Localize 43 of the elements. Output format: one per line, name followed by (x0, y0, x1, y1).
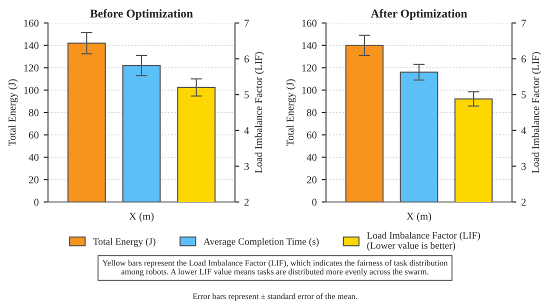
legend-label: Total Energy (J) (93, 238, 156, 247)
y-tick-label: 100 (302, 86, 317, 94)
y2-tick-label: 5 (244, 91, 249, 98)
y-tick-label: 160 (24, 20, 39, 27)
y-tick-label: 40 (306, 154, 317, 161)
legend-label: Load Imbalance Factor (LIF) (Lower value is better) (367, 232, 480, 251)
chart-title: Before Optimization (90, 9, 193, 20)
y-tick-label: 40 (28, 154, 39, 161)
y2-tick-label: 5 (522, 91, 526, 98)
y-tick-label: 120 (24, 64, 39, 72)
y2-tick-label: 2 (244, 198, 249, 206)
y2-tick-label: 6 (521, 56, 526, 63)
y2-tick-label: 7 (244, 20, 249, 27)
y-tick-label: 0 (312, 198, 317, 206)
y2-tick-label: 3 (522, 162, 526, 170)
y2-axis-title: Load Imbalance Factor (LIF) (254, 52, 264, 174)
y2-tick-label: 2 (521, 198, 526, 206)
y-tick-label: 140 (302, 42, 317, 50)
text: Error bars represent ± standard error of the mean. (192, 293, 357, 301)
y-tick-label: 80 (306, 109, 317, 116)
y-tick-label: 20 (29, 176, 39, 184)
y-tick-label: 60 (29, 132, 39, 139)
y-tick-label: 100 (24, 86, 39, 94)
y-axis-title: Total Energy (J) (286, 79, 296, 146)
y2-tick-label: 6 (244, 56, 249, 63)
y2-tick-label: 3 (244, 162, 249, 170)
y2-tick-label: 7 (522, 20, 526, 27)
y-tick-label: 80 (28, 109, 39, 116)
y-tick-label: 120 (302, 64, 317, 72)
y-tick-label: 0 (34, 198, 39, 206)
text: Yellow bars represent the Load Imbalance Factor (LIF), which indicates the fairness of task distribution among robots. A lower LIF value means tasks are distributed more evenly across the swarm. (102, 260, 448, 276)
y-tick-label: 60 (307, 132, 317, 139)
y-axis-title: Total Energy (J) (8, 79, 18, 146)
chart-title: After Optimization (370, 9, 468, 20)
y-tick-label: 20 (307, 176, 317, 184)
y-tick-label: 160 (302, 20, 317, 27)
y2-tick-label: 4 (244, 127, 250, 134)
x-axis-title: X (m) (129, 212, 154, 222)
y-tick-label: 140 (24, 42, 39, 50)
x-axis-title: X (m) (406, 212, 432, 222)
legend-label: Average Completion Time (s) (204, 238, 319, 247)
y2-tick-label: 4 (521, 127, 526, 134)
y2-axis-title: Load Imbalance Factor (LIF) (532, 52, 542, 174)
